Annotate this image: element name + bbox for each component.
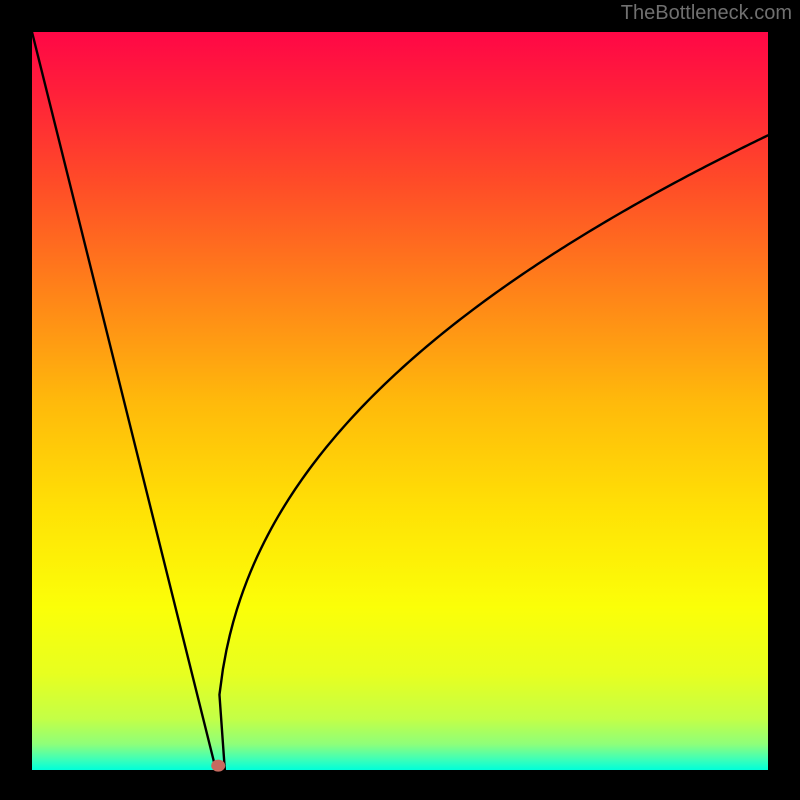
watermark-text: TheBottleneck.com bbox=[621, 2, 792, 25]
plot-gradient-bg bbox=[32, 32, 768, 770]
bottleneck-gradient-plot bbox=[0, 0, 800, 800]
chart-container: TheBottleneck.com bbox=[0, 0, 800, 800]
optimum-marker bbox=[211, 760, 225, 772]
